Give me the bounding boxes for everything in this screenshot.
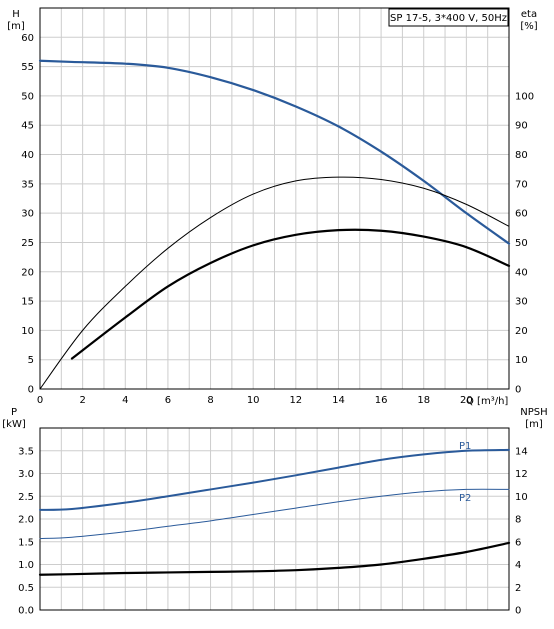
lower-right-tick-label: 12 bbox=[515, 469, 528, 480]
lower-series-line-2 bbox=[39, 488, 510, 540]
x-tick-label: 12 bbox=[289, 395, 302, 406]
p-axis-unit: [kW] bbox=[2, 419, 26, 430]
q-axis-label: Q [m³/h] bbox=[466, 396, 508, 407]
lower-series-lines bbox=[38, 448, 511, 576]
lower-left-tick-label: 1.5 bbox=[18, 537, 34, 548]
lower-right-tick-label: 14 bbox=[515, 446, 528, 457]
upper-left-tick-label: 30 bbox=[21, 209, 34, 220]
x-tick-label: 10 bbox=[247, 395, 260, 406]
upper-left-tick-label: 10 bbox=[21, 326, 34, 337]
upper-right-tick-label: 60 bbox=[515, 209, 528, 220]
upper-left-tick-label: 15 bbox=[21, 297, 34, 308]
upper-left-tick-label: 20 bbox=[21, 267, 34, 278]
h-axis-unit: [m] bbox=[7, 21, 25, 32]
chart-title: SP 17-5, 3*400 V, 50Hz bbox=[390, 13, 507, 24]
upper-left-tick-labels: 0 5 10 15 20 25 30 35 40 45 50 55 60 bbox=[21, 33, 34, 396]
upper-right-tick-label: 100 bbox=[515, 91, 534, 102]
upper-plot-frame bbox=[39, 7, 510, 390]
x-tick-label: 6 bbox=[165, 395, 171, 406]
upper-right-tick-label: 0 bbox=[515, 385, 521, 396]
upper-right-tick-label: 30 bbox=[515, 297, 528, 308]
upper-series-line-3 bbox=[70, 228, 511, 360]
lower-left-tick-label: 0.0 bbox=[18, 606, 34, 617]
lower-left-tick-labels: 0.0 0.5 1.0 1.5 2.0 2.5 3.0 3.5 bbox=[18, 446, 34, 616]
upper-series-line-1 bbox=[38, 59, 511, 245]
lower-left-tick-label: 3.0 bbox=[18, 469, 34, 480]
lower-right-tick-labels: 0 2 4 6 8 10 12 14 bbox=[515, 446, 528, 616]
lower-plot-frame bbox=[39, 427, 510, 611]
upper-left-tick-label: 50 bbox=[21, 91, 34, 102]
upper-left-tick-label: 0 bbox=[28, 385, 34, 396]
upper-right-tick-label: 10 bbox=[515, 355, 528, 366]
x-tick-label: 14 bbox=[332, 395, 345, 406]
lower-left-tick-label: 3.5 bbox=[18, 446, 34, 457]
upper-right-tick-label: 80 bbox=[515, 150, 528, 161]
upper-left-tick-label: 45 bbox=[21, 121, 34, 132]
upper-left-tick-label: 5 bbox=[28, 355, 34, 366]
p1-series-label: P1 bbox=[459, 441, 471, 452]
upper-left-tick-label: 25 bbox=[21, 238, 34, 249]
upper-left-tick-label: 35 bbox=[21, 179, 34, 190]
lower-right-tick-label: 6 bbox=[515, 537, 521, 548]
upper-series-lines bbox=[38, 59, 511, 390]
upper-series-line-2 bbox=[39, 176, 510, 390]
power-npsh-chart: 0.0 0.5 1.0 1.5 2.0 2.5 3.0 3.5 0 2 4 6 8 10 12 14 P [… bbox=[2, 407, 547, 617]
lower-right-tick-label: 8 bbox=[515, 515, 521, 526]
lower-right-tick-label: 10 bbox=[515, 492, 528, 503]
x-tick-label: 0 bbox=[37, 395, 43, 406]
upper-left-tick-label: 60 bbox=[21, 33, 34, 44]
title-box bbox=[388, 8, 509, 27]
npsh-axis-name: NPSH bbox=[520, 407, 547, 418]
upper-right-tick-label: 40 bbox=[515, 267, 528, 278]
h-axis-name: H bbox=[12, 9, 20, 20]
eta-axis-name: eta bbox=[521, 9, 537, 20]
lower-series-line-3 bbox=[38, 541, 511, 576]
upper-left-tick-label: 55 bbox=[21, 62, 34, 73]
x-tick-label: 20 bbox=[460, 395, 473, 406]
lower-right-tick-label: 0 bbox=[515, 606, 521, 617]
x-tick-label: 4 bbox=[122, 395, 128, 406]
lower-left-tick-label: 0.5 bbox=[18, 583, 34, 594]
lower-left-tick-label: 2.5 bbox=[18, 492, 34, 503]
x-tick-label: 16 bbox=[375, 395, 388, 406]
lower-left-tick-label: 1.0 bbox=[18, 560, 34, 571]
lower-grid bbox=[40, 428, 509, 610]
x-tick-label: 2 bbox=[79, 395, 85, 406]
upper-right-tick-label: 70 bbox=[515, 179, 528, 190]
lower-right-tick-label: 4 bbox=[515, 560, 521, 571]
p-axis-name: P bbox=[11, 407, 17, 418]
x-tick-label: 8 bbox=[207, 395, 213, 406]
npsh-axis-unit: [m] bbox=[525, 419, 543, 430]
lower-series-line-1 bbox=[39, 448, 510, 511]
upper-right-tick-labels: 0 10 20 30 40 50 60 70 80 90 100 bbox=[515, 91, 534, 395]
upper-right-tick-label: 50 bbox=[515, 238, 528, 249]
p2-series-label: P2 bbox=[459, 493, 471, 504]
upper-left-tick-label: 40 bbox=[21, 150, 34, 161]
lower-left-tick-label: 2.0 bbox=[18, 515, 34, 526]
x-tick-label: 18 bbox=[417, 395, 430, 406]
eta-axis-unit: [%] bbox=[520, 21, 537, 32]
upper-grid bbox=[40, 8, 509, 389]
upper-right-tick-label: 20 bbox=[515, 326, 528, 337]
upper-right-tick-label: 90 bbox=[515, 121, 528, 132]
lower-right-tick-label: 2 bbox=[515, 583, 521, 594]
x-tick-labels: 0 2 4 6 8 10 12 14 16 18 20 bbox=[37, 395, 473, 406]
